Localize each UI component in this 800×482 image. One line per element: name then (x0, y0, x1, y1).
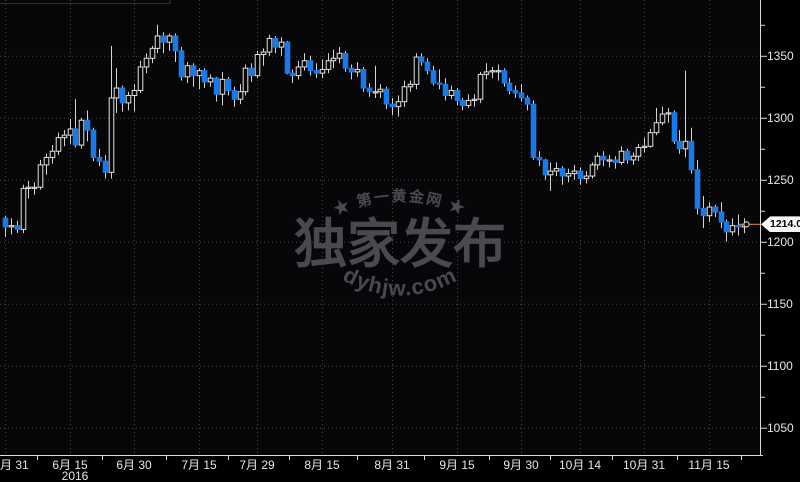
axis-ticks (37, 24, 767, 460)
last-price-value: 1214.05 (770, 218, 800, 231)
plot-background (0, 0, 760, 455)
candles (2, 24, 748, 242)
last-price-tag: 1214.05 (761, 216, 800, 233)
last-price-marker (743, 221, 750, 228)
gridlines (0, 0, 760, 455)
clipped-legend-box (0, 0, 171, 4)
